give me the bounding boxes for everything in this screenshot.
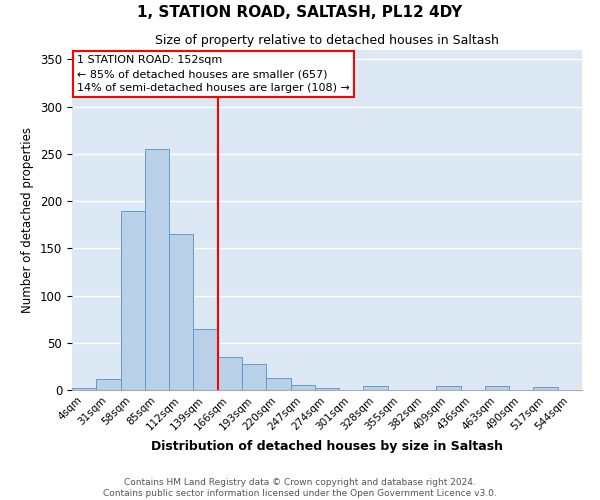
Bar <box>121 210 145 390</box>
Bar <box>96 378 121 390</box>
X-axis label: Distribution of detached houses by size in Saltash: Distribution of detached houses by size … <box>151 440 503 453</box>
Bar <box>193 328 218 390</box>
Title: Size of property relative to detached houses in Saltash: Size of property relative to detached ho… <box>155 34 499 48</box>
Text: 1 STATION ROAD: 152sqm
← 85% of detached houses are smaller (657)
14% of semi-de: 1 STATION ROAD: 152sqm ← 85% of detached… <box>77 55 350 93</box>
Bar <box>436 386 461 390</box>
Bar <box>72 388 96 390</box>
Bar <box>266 378 290 390</box>
Bar <box>485 386 509 390</box>
Bar <box>533 387 558 390</box>
Text: 1, STATION ROAD, SALTASH, PL12 4DY: 1, STATION ROAD, SALTASH, PL12 4DY <box>137 5 463 20</box>
Bar <box>169 234 193 390</box>
Bar <box>364 386 388 390</box>
Bar <box>315 388 339 390</box>
Bar <box>290 386 315 390</box>
Y-axis label: Number of detached properties: Number of detached properties <box>22 127 34 313</box>
Bar <box>218 357 242 390</box>
Bar <box>145 149 169 390</box>
Bar <box>242 364 266 390</box>
Text: Contains HM Land Registry data © Crown copyright and database right 2024.
Contai: Contains HM Land Registry data © Crown c… <box>103 478 497 498</box>
